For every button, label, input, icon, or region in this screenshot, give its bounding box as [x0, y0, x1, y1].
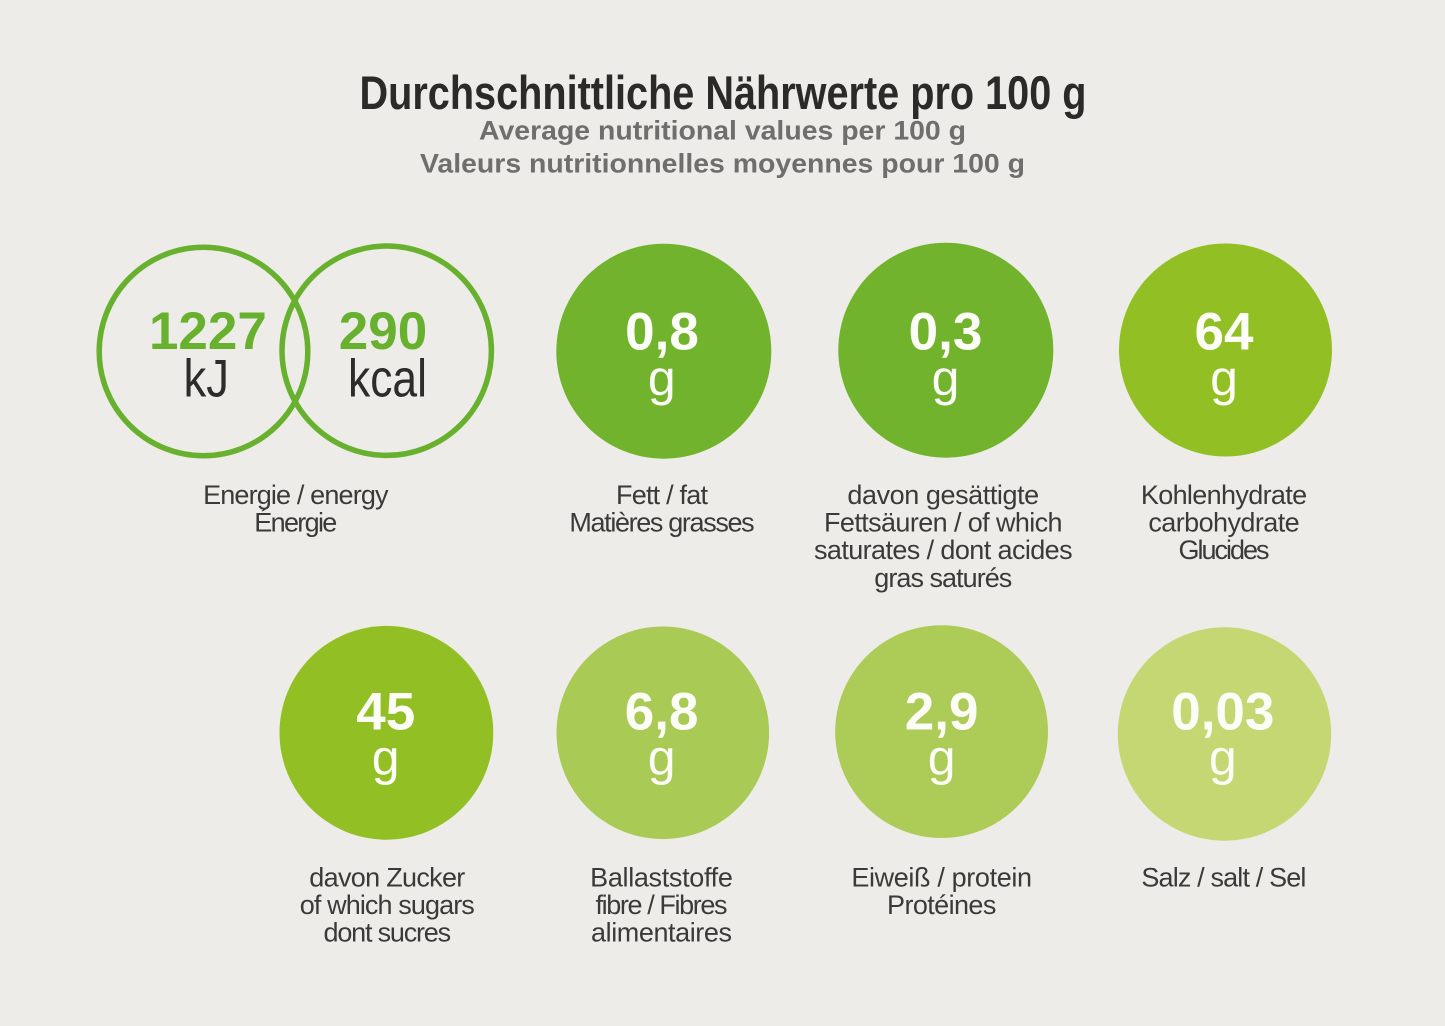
svg-text:0,3: 0,3	[909, 303, 983, 362]
svg-text:saturates / dont acides: saturates / dont acides	[814, 535, 1073, 565]
svg-text:g: g	[372, 730, 400, 786]
svg-text:Protéines: Protéines	[887, 890, 996, 920]
svg-text:g: g	[932, 350, 960, 406]
svg-text:Ballaststoffe: Ballaststoffe	[590, 862, 733, 892]
svg-text:alimentaires: alimentaires	[591, 918, 732, 948]
svg-text:g: g	[648, 350, 676, 406]
svg-text:fibre / Fibres: fibre / Fibres	[596, 890, 728, 920]
svg-text:g: g	[1209, 730, 1237, 786]
svg-text:Durchschnittliche Nährwerte pr: Durchschnittliche Nährwerte pro 100 g	[360, 66, 1087, 119]
svg-text:290: 290	[339, 302, 427, 361]
svg-text:of which sugars: of which sugars	[300, 890, 475, 920]
svg-text:6,8: 6,8	[625, 682, 699, 741]
svg-text:64: 64	[1195, 303, 1254, 362]
svg-text:Salz / salt / Sel: Salz / salt / Sel	[1141, 862, 1306, 892]
svg-text:carbohydrate: carbohydrate	[1148, 508, 1299, 538]
svg-text:Valeurs nutritionnelles moyenn: Valeurs nutritionnelles moyennes pour 10…	[420, 149, 1025, 179]
svg-text:kcal: kcal	[348, 349, 427, 408]
svg-text:dont sucres: dont sucres	[323, 918, 451, 948]
svg-text:gras saturés: gras saturés	[874, 563, 1012, 593]
svg-text:Average nutritional values per: Average nutritional values per 100 g	[479, 116, 966, 146]
svg-text:Glucides: Glucides	[1179, 535, 1270, 565]
svg-text:Fett / fat: Fett / fat	[616, 480, 708, 510]
svg-text:Énergie: Énergie	[254, 508, 337, 538]
svg-text:0,8: 0,8	[625, 303, 699, 362]
svg-text:1227: 1227	[149, 302, 267, 361]
svg-text:Energie / energy: Energie / energy	[203, 480, 389, 510]
svg-text:Matières grasses: Matières grasses	[569, 508, 754, 538]
svg-text:davon gesättigte: davon gesättigte	[847, 480, 1039, 510]
svg-text:Fettsäuren / of which: Fettsäuren / of which	[824, 508, 1063, 538]
svg-text:g: g	[648, 730, 676, 786]
svg-text:Kohlenhydrate: Kohlenhydrate	[1141, 480, 1307, 510]
svg-text:2,9: 2,9	[905, 682, 979, 741]
svg-text:Eiweiß / protein: Eiweiß / protein	[851, 862, 1032, 892]
svg-text:g: g	[1210, 350, 1238, 406]
svg-text:g: g	[928, 730, 956, 786]
svg-text:davon Zucker: davon Zucker	[309, 862, 465, 892]
svg-text:45: 45	[356, 682, 415, 741]
svg-text:0,03: 0,03	[1171, 682, 1274, 741]
svg-text:kJ: kJ	[183, 349, 229, 408]
